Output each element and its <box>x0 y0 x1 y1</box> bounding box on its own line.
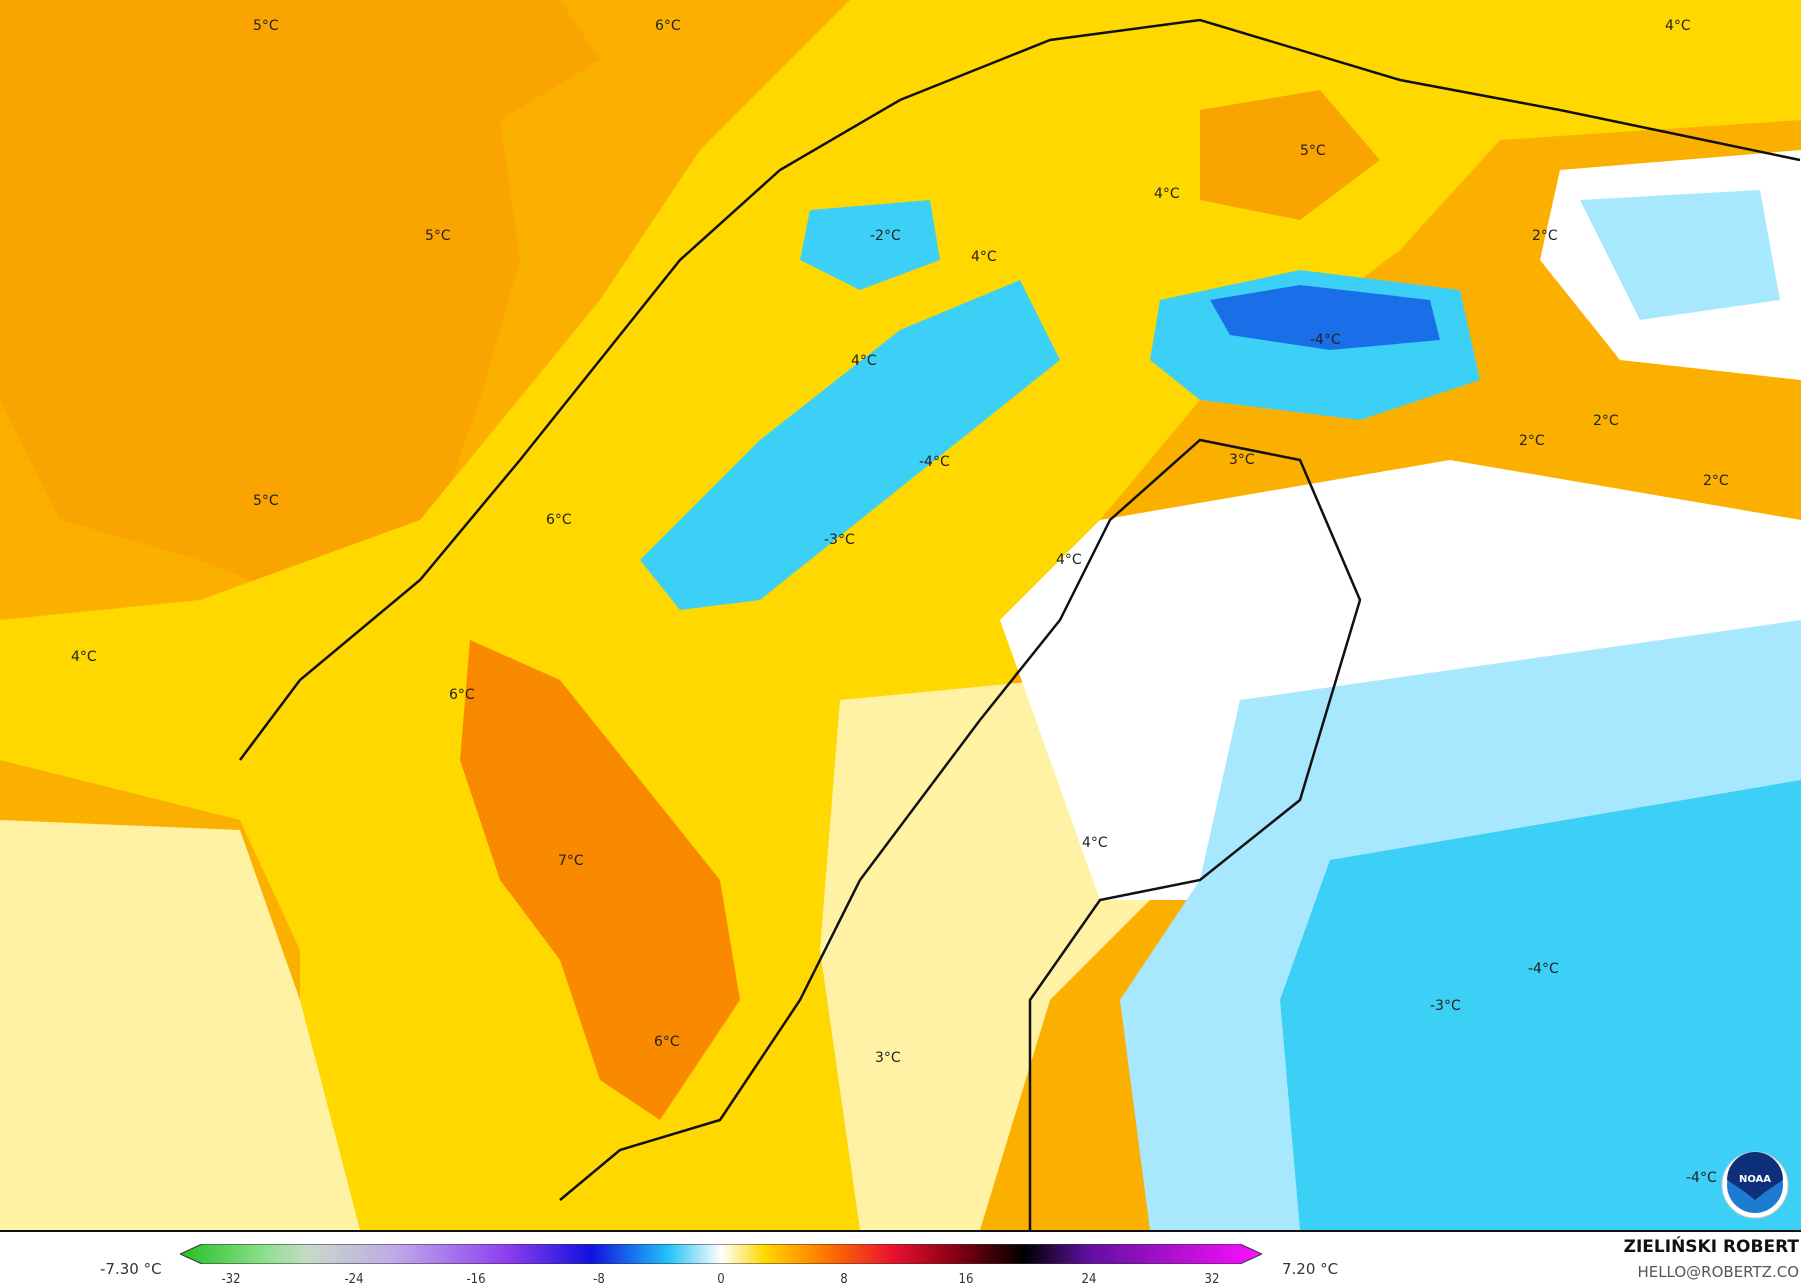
colorbar-tick: -24 <box>344 1272 364 1287</box>
yellow-band <box>0 0 1801 1230</box>
colorbar-tick: 8 <box>840 1272 848 1287</box>
temp-label: 2°C <box>1532 228 1558 244</box>
temp-label: 6°C <box>449 687 475 703</box>
light-blue-kola <box>1580 190 1780 320</box>
cold-patch-norway <box>800 200 940 290</box>
cyan-east <box>1280 780 1801 1230</box>
colorbar-tick: 16 <box>958 1272 974 1287</box>
temp-label: -4°C <box>1528 961 1559 977</box>
temp-label: 6°C <box>654 1034 680 1050</box>
temp-label: 4°C <box>1082 835 1108 851</box>
map-labels: 5°C 6°C 4°C 5°C 4°C 5°C -2°C 4°C 2°C -4°… <box>71 18 1729 1186</box>
colorbar-tick: -32 <box>221 1272 241 1287</box>
temp-label: 4°C <box>971 249 997 265</box>
author-email: HELLO@ROBERTZ.CO <box>1637 1263 1799 1281</box>
author-name: ZIELIŃSKI ROBERT <box>1623 1237 1799 1257</box>
temp-label: 2°C <box>1593 413 1619 429</box>
colorbar-tick: -16 <box>466 1272 486 1287</box>
temp-label: 5°C <box>1300 143 1326 159</box>
temp-label: 5°C <box>425 228 451 244</box>
cold-core-north <box>1210 285 1440 350</box>
ocean-deep-orange-region <box>0 0 600 600</box>
temp-label: -4°C <box>1686 1170 1717 1186</box>
colorbar-tick: 24 <box>1081 1272 1097 1287</box>
light-yellow-south <box>0 820 360 1230</box>
temp-label: 2°C <box>1519 433 1545 449</box>
temp-label: 2°C <box>1703 473 1729 489</box>
temp-label: 4°C <box>1665 18 1691 34</box>
temp-label: 7°C <box>558 853 584 869</box>
temp-label: 3°C <box>875 1050 901 1066</box>
temp-label: -2°C <box>870 228 901 244</box>
cold-band-sweden <box>640 280 1060 610</box>
colorbar <box>180 1244 1262 1264</box>
colorbar-gradient <box>180 1244 1262 1264</box>
temp-label: 4°C <box>71 649 97 665</box>
scandinavia-coastline <box>239 18 1801 1230</box>
temp-label: -3°C <box>1430 998 1461 1014</box>
temp-label: 6°C <box>655 18 681 34</box>
temp-label: 4°C <box>851 353 877 369</box>
temp-label: -4°C <box>1310 332 1341 348</box>
north-finland-orange <box>1200 90 1380 220</box>
colorbar-tick: -8 <box>593 1272 605 1287</box>
temperature-anomaly-map: 5°C 6°C 4°C 5°C 4°C 5°C -2°C 4°C 2°C -4°… <box>0 0 1801 1232</box>
colorbar-tick: 0 <box>717 1272 725 1287</box>
colorbar-min-label: -7.30 °C <box>100 1260 162 1278</box>
temp-label: 4°C <box>1154 186 1180 202</box>
colorbar-tick: 32 <box>1204 1272 1220 1287</box>
temp-label: -3°C <box>824 532 855 548</box>
south-sweden-deep-orange <box>460 640 740 1120</box>
noaa-logo: NOAA <box>1721 1151 1789 1219</box>
temp-label: 4°C <box>1056 552 1082 568</box>
temp-label: 6°C <box>546 512 572 528</box>
temp-label: 5°C <box>253 493 279 509</box>
temp-label: -4°C <box>919 454 950 470</box>
temp-label: 5°C <box>253 18 279 34</box>
svg-text:NOAA: NOAA <box>1739 1174 1771 1185</box>
colorbar-max-label: 7.20 °C <box>1282 1260 1339 1278</box>
temp-label: 3°C <box>1229 452 1255 468</box>
